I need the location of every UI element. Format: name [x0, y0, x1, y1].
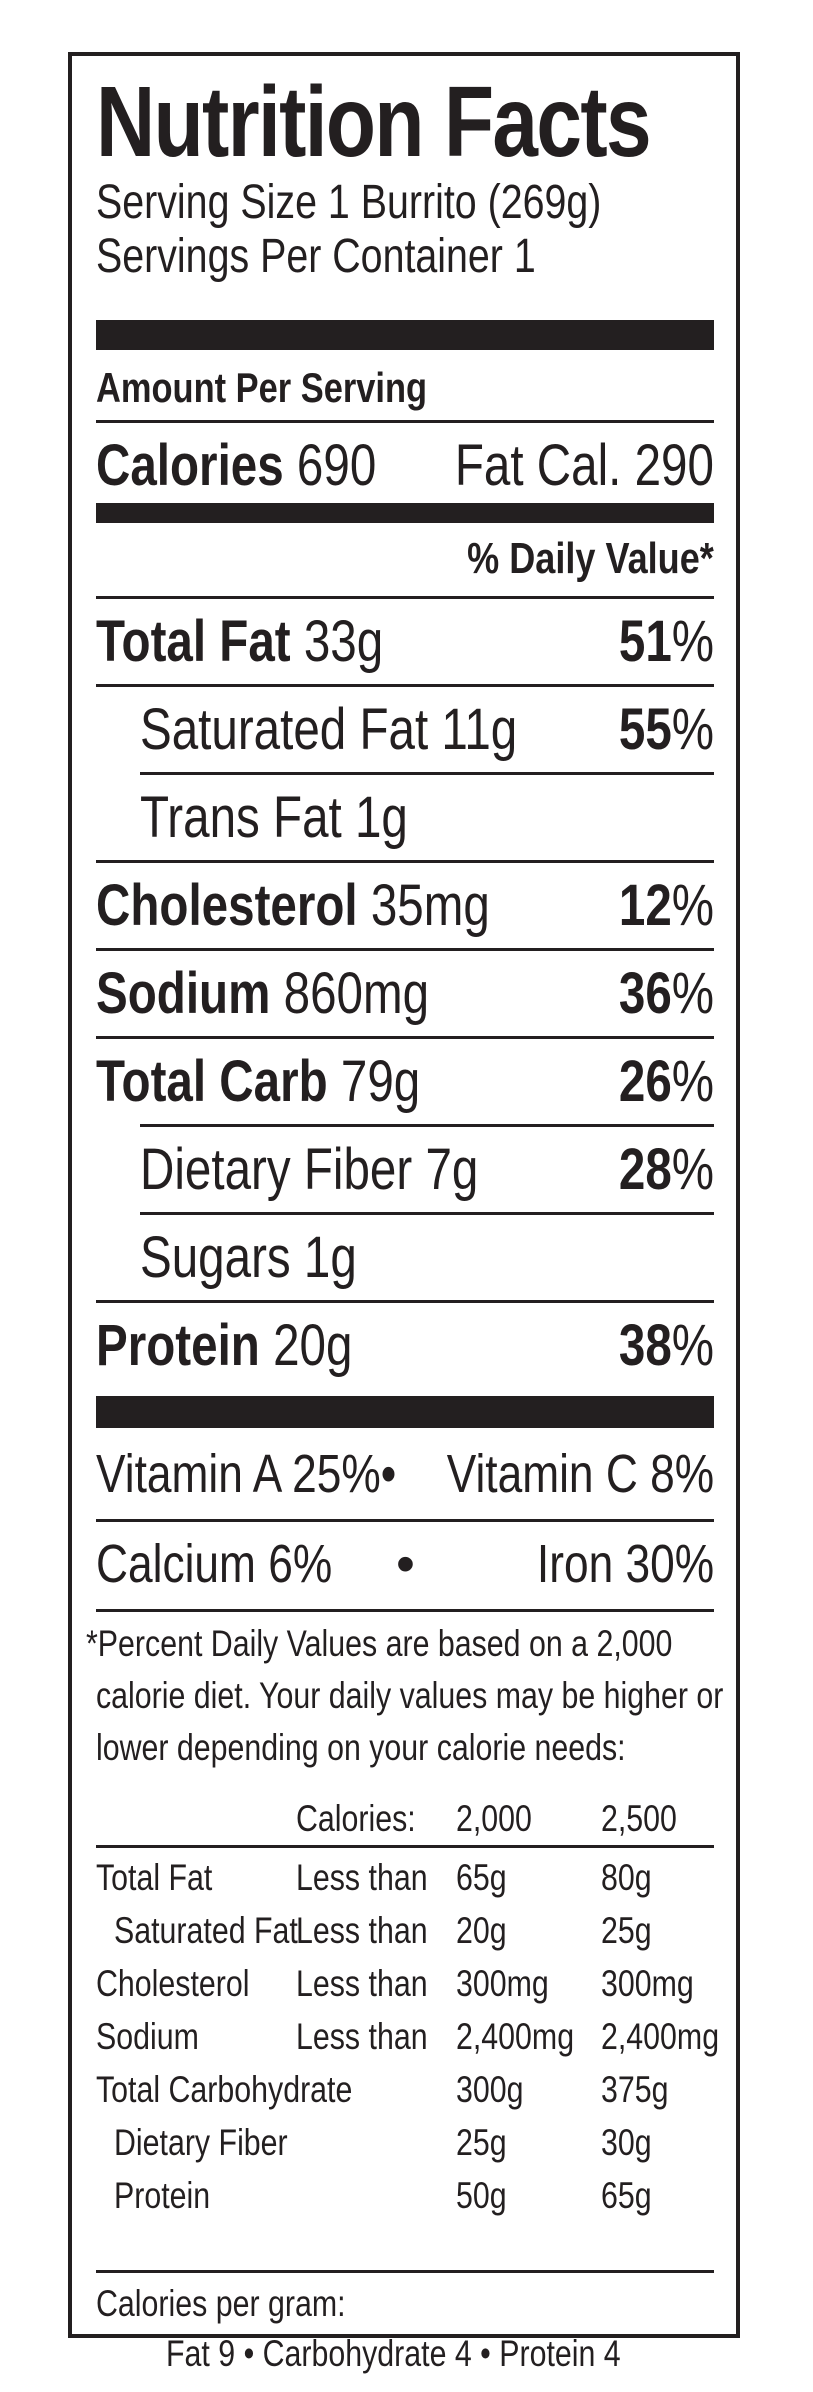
- divider: [96, 1845, 714, 1848]
- calories-per-gram-label: Calories per gram:: [96, 2283, 346, 2324]
- divider: [96, 860, 714, 863]
- calories-per-gram-values: Fat 9 • Carbohydrate 4 • Protein 4: [166, 2333, 621, 2374]
- divider: [140, 1212, 714, 1215]
- table-row: Cholesterol Less than 300mg 300mg: [96, 1963, 694, 2004]
- table-row: Total Carbohydrate 300g 375g: [96, 2069, 669, 2110]
- calories-row: Calories 690 Fat Cal. 290: [96, 426, 714, 506]
- calories-value: 690: [296, 433, 377, 498]
- table-row: Protein 50g 65g: [114, 2175, 652, 2216]
- nutrient-row-sodium: Sodium 860mg 36%: [96, 961, 714, 1026]
- calories-label: Calories: [96, 433, 284, 498]
- thick-divider: [96, 1396, 714, 1428]
- divider: [96, 1519, 714, 1522]
- divider: [96, 2270, 714, 2273]
- iron: Iron 30%: [536, 1534, 714, 1594]
- daily-values-table: Calories: 2,000 2,500 Total Fat Less tha…: [96, 1792, 720, 2222]
- nutrient-row-sugars: Sugars 1g: [140, 1225, 357, 1290]
- divider: [96, 948, 714, 951]
- table-header-row: Calories: 2,000 2,500: [296, 1798, 677, 1839]
- daily-value-header: % Daily Value*: [467, 534, 714, 583]
- nutrient-row-dietary-fiber: Dietary Fiber 7g 28%: [140, 1137, 714, 1202]
- nutrition-label: Nutrition Facts Serving Size 1 Burrito (…: [68, 52, 740, 2374]
- calcium: Calcium 6%: [96, 1534, 333, 1594]
- amount-per-serving: Amount Per Serving: [96, 364, 428, 411]
- table-row: Total Fat Less than 65g 80g: [96, 1857, 652, 1898]
- table-row: Sodium Less than 2,400mg 2,400mg: [96, 2016, 720, 2057]
- nutrient-row-total-fat: Total Fat 33g 51%: [96, 609, 714, 674]
- vitamin-row-2: Calcium 6% • Iron 30%: [96, 1524, 714, 1604]
- nutrient-row-trans-fat: Trans Fat 1g: [140, 785, 408, 850]
- divider: [96, 1300, 714, 1303]
- divider: [96, 1036, 714, 1039]
- vitamin-c: Vitamin C 8%: [446, 1444, 714, 1504]
- servings-per-container: Servings Per Container 1: [96, 230, 536, 283]
- divider: [96, 596, 714, 599]
- footnote: *Percent Daily Values are based on a 2,0…: [86, 1623, 724, 1768]
- vitamin-row-1: Vitamin A 25%• Vitamin C 8%: [96, 1434, 714, 1514]
- vitamin-a: Vitamin A 25%: [96, 1444, 381, 1504]
- nutrient-row-saturated-fat: Saturated Fat 11g 55%: [140, 697, 714, 762]
- serving-size: Serving Size 1 Burrito (269g): [96, 176, 602, 229]
- bullet-separator: •: [380, 1444, 397, 1504]
- bullet-separator: •: [396, 1534, 415, 1594]
- label-title: Nutrition Facts: [96, 66, 652, 178]
- divider: [140, 772, 714, 775]
- nutrient-row-cholesterol: Cholesterol 35mg 12%: [96, 873, 714, 938]
- table-row: Dietary Fiber 25g 30g: [114, 2122, 652, 2163]
- divider: [96, 1609, 714, 1612]
- divider: [140, 1124, 714, 1127]
- medium-divider: [96, 503, 714, 523]
- table-row: Saturated Fat Less than 20g 25g: [114, 1910, 652, 1951]
- nutrient-row-protein: Protein 20g 38%: [96, 1313, 714, 1378]
- divider: [96, 420, 714, 423]
- divider: [96, 684, 714, 687]
- nutrient-row-total-carb: Total Carb 79g 26%: [96, 1049, 714, 1114]
- fat-calories: Fat Cal. 290: [454, 433, 714, 498]
- thick-divider: [96, 320, 714, 350]
